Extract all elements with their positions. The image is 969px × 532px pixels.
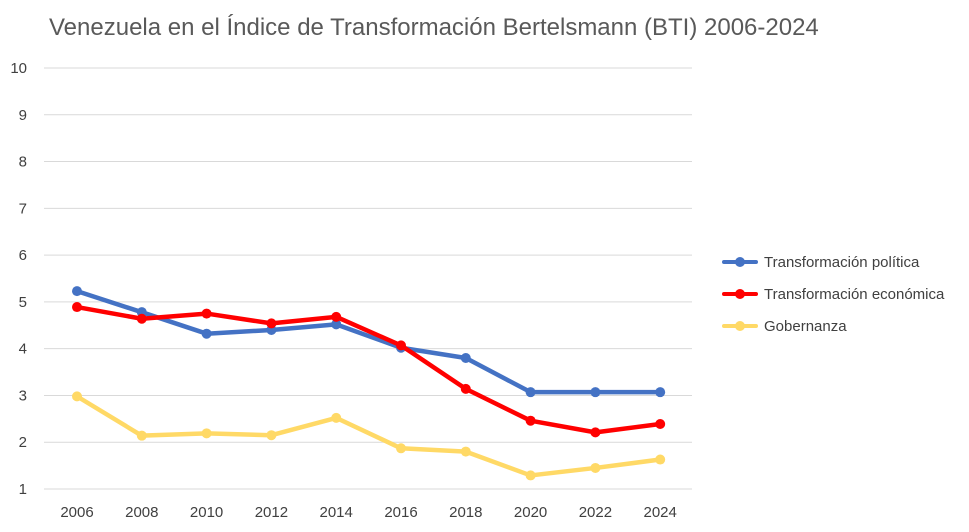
legend-item: Gobernanza: [722, 310, 944, 342]
x-tick-label: 2022: [579, 504, 612, 521]
data-point: [655, 418, 666, 429]
legend-label-2: Gobernanza: [764, 317, 847, 335]
x-tick-label: 2016: [384, 504, 417, 521]
legend-label-0: Transformación política: [764, 253, 920, 271]
gridlines: [44, 67, 692, 490]
data-point: [655, 387, 666, 398]
data-point: [590, 387, 601, 398]
data-point: [525, 415, 536, 426]
data-point: [136, 313, 147, 324]
series-0: [72, 286, 666, 398]
x-tick-label: 2014: [320, 504, 353, 521]
series-line: [74, 288, 663, 395]
data-point: [72, 286, 82, 297]
data-point: [331, 319, 342, 330]
x-axis-tick-labels: 2006 2008 2010 2012 2014 2016 2018 2020 2022 2024: [60, 504, 677, 521]
data-point: [590, 427, 601, 438]
series-line: [74, 394, 663, 478]
y-tick-label: 2: [19, 434, 27, 451]
series-2: [72, 391, 666, 481]
data-point: [331, 311, 342, 322]
data-point: [201, 328, 212, 339]
data-point: [460, 383, 471, 394]
data-point: [72, 302, 82, 313]
series-line: [74, 304, 663, 435]
data-point: [396, 340, 406, 351]
x-tick-label: 2018: [449, 504, 482, 521]
series-1: [72, 302, 666, 438]
data-point: [460, 446, 471, 457]
data-point: [655, 454, 666, 465]
y-tick-label: 8: [19, 154, 27, 171]
data-point: [525, 387, 536, 398]
data-point: [266, 318, 277, 329]
y-tick-label: 6: [19, 247, 27, 264]
legend-item: Transformación política: [722, 246, 944, 278]
y-tick-label: 1: [19, 481, 27, 498]
y-axis-tick-labels: 1 2 3 4 5 6 7 8 9 10: [10, 60, 27, 498]
legend: Transformación política Transformación e…: [722, 246, 944, 342]
legend-swatch-1: [722, 289, 758, 299]
legend-item: Transformación económica: [722, 278, 944, 310]
chart-title: Venezuela en el Índice de Transformación…: [49, 14, 819, 41]
y-tick-label: 10: [10, 60, 27, 77]
data-point: [136, 430, 147, 441]
x-tick-label: 2010: [190, 504, 223, 521]
legend-swatch-2: [722, 321, 758, 331]
legend-swatch-0: [722, 257, 758, 267]
y-tick-label: 7: [19, 200, 27, 217]
data-point: [525, 470, 536, 481]
y-tick-label: 5: [19, 294, 27, 311]
data-point: [460, 353, 471, 364]
y-tick-label: 3: [19, 387, 27, 404]
x-tick-label: 2020: [514, 504, 547, 521]
x-tick-label: 2006: [60, 504, 93, 521]
x-tick-label: 2008: [125, 504, 158, 521]
y-tick-label: 9: [19, 107, 27, 124]
data-point: [72, 391, 82, 402]
data-point: [331, 412, 342, 423]
x-tick-label: 2024: [644, 504, 677, 521]
data-point: [396, 443, 406, 454]
x-tick-label: 2012: [255, 504, 288, 521]
data-point: [590, 462, 601, 473]
data-point: [201, 428, 212, 439]
series-group: [72, 286, 666, 481]
data-point: [201, 308, 212, 319]
legend-label-1: Transformación económica: [764, 285, 945, 303]
data-point: [266, 430, 277, 441]
y-tick-label: 4: [19, 341, 27, 358]
